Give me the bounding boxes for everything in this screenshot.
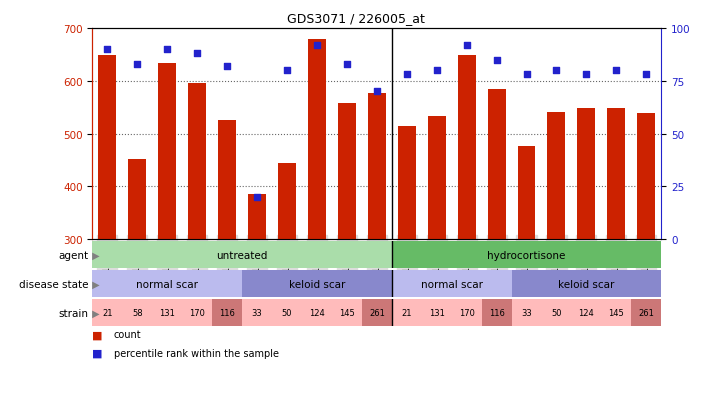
Bar bbox=[637, 114, 656, 397]
Text: 58: 58 bbox=[132, 309, 143, 317]
Bar bbox=[488, 90, 506, 397]
Text: 21: 21 bbox=[102, 309, 112, 317]
Bar bbox=[368, 94, 386, 397]
Text: GDS3071 / 226005_at: GDS3071 / 226005_at bbox=[287, 12, 424, 25]
Bar bbox=[92, 299, 122, 326]
Bar bbox=[98, 56, 117, 397]
Bar bbox=[542, 299, 572, 326]
Bar bbox=[577, 109, 595, 397]
Point bbox=[161, 47, 173, 53]
Point bbox=[641, 72, 652, 78]
Bar bbox=[278, 164, 296, 397]
Bar bbox=[428, 116, 446, 397]
Text: normal scar: normal scar bbox=[137, 279, 198, 289]
Text: 21: 21 bbox=[402, 309, 412, 317]
Bar bbox=[481, 299, 511, 326]
Text: 261: 261 bbox=[369, 309, 385, 317]
Bar bbox=[272, 299, 302, 326]
Bar bbox=[159, 64, 176, 397]
Text: ▶: ▶ bbox=[89, 308, 100, 318]
Bar bbox=[602, 299, 631, 326]
Bar bbox=[511, 299, 542, 326]
Text: 261: 261 bbox=[638, 309, 654, 317]
Bar bbox=[218, 121, 236, 397]
Bar bbox=[518, 147, 535, 397]
Bar bbox=[152, 299, 182, 326]
Bar bbox=[182, 299, 212, 326]
Bar bbox=[392, 299, 422, 326]
Text: 131: 131 bbox=[429, 309, 444, 317]
Bar bbox=[308, 39, 326, 397]
Bar bbox=[572, 299, 602, 326]
Point bbox=[282, 68, 293, 74]
Point bbox=[311, 43, 323, 49]
Bar bbox=[248, 195, 266, 397]
Text: untreated: untreated bbox=[216, 250, 268, 260]
Point bbox=[581, 72, 592, 78]
Bar bbox=[188, 84, 206, 397]
Point bbox=[521, 72, 533, 78]
Text: 145: 145 bbox=[339, 309, 355, 317]
Point bbox=[611, 68, 622, 74]
Text: 33: 33 bbox=[521, 309, 532, 317]
Text: 170: 170 bbox=[189, 309, 205, 317]
Bar bbox=[547, 113, 565, 397]
Text: hydrocortisone: hydrocortisone bbox=[487, 250, 566, 260]
Text: 124: 124 bbox=[309, 309, 325, 317]
Bar bbox=[212, 299, 242, 326]
Text: keloid scar: keloid scar bbox=[289, 279, 345, 289]
Bar bbox=[607, 109, 625, 397]
Point bbox=[371, 89, 383, 95]
Text: ■: ■ bbox=[92, 348, 103, 358]
Text: 145: 145 bbox=[609, 309, 624, 317]
Point bbox=[191, 51, 203, 57]
Text: 50: 50 bbox=[551, 309, 562, 317]
Text: keloid scar: keloid scar bbox=[558, 279, 614, 289]
Point bbox=[461, 43, 472, 49]
Text: 116: 116 bbox=[488, 309, 505, 317]
Text: percentile rank within the sample: percentile rank within the sample bbox=[114, 348, 279, 358]
Text: 116: 116 bbox=[219, 309, 235, 317]
Bar bbox=[92, 271, 242, 297]
Bar bbox=[338, 104, 356, 397]
Point bbox=[221, 64, 232, 70]
Point bbox=[491, 57, 502, 64]
Text: ▶: ▶ bbox=[89, 250, 100, 260]
Bar bbox=[458, 56, 476, 397]
Text: 50: 50 bbox=[282, 309, 292, 317]
Text: 33: 33 bbox=[252, 309, 262, 317]
Text: strain: strain bbox=[59, 308, 89, 318]
Bar bbox=[422, 299, 451, 326]
Bar bbox=[122, 299, 152, 326]
Bar bbox=[92, 242, 392, 268]
Point bbox=[551, 68, 562, 74]
Text: 131: 131 bbox=[159, 309, 175, 317]
Text: agent: agent bbox=[59, 250, 89, 260]
Bar bbox=[392, 271, 511, 297]
Point bbox=[102, 47, 113, 53]
Bar bbox=[362, 299, 392, 326]
Bar bbox=[129, 159, 146, 397]
Bar bbox=[451, 299, 481, 326]
Point bbox=[132, 62, 143, 68]
Point bbox=[341, 62, 353, 68]
Bar bbox=[242, 299, 272, 326]
Text: normal scar: normal scar bbox=[421, 279, 483, 289]
Bar bbox=[631, 299, 661, 326]
Point bbox=[401, 72, 412, 78]
Bar bbox=[397, 127, 416, 397]
Text: ▶: ▶ bbox=[89, 279, 100, 289]
Point bbox=[252, 194, 263, 201]
Text: 170: 170 bbox=[459, 309, 474, 317]
Bar bbox=[302, 299, 332, 326]
Bar bbox=[332, 299, 362, 326]
Text: disease state: disease state bbox=[19, 279, 89, 289]
Bar bbox=[242, 271, 392, 297]
Bar bbox=[392, 242, 661, 268]
Bar bbox=[511, 271, 661, 297]
Text: 124: 124 bbox=[579, 309, 594, 317]
Text: ■: ■ bbox=[92, 330, 103, 339]
Point bbox=[431, 68, 442, 74]
Text: count: count bbox=[114, 330, 141, 339]
